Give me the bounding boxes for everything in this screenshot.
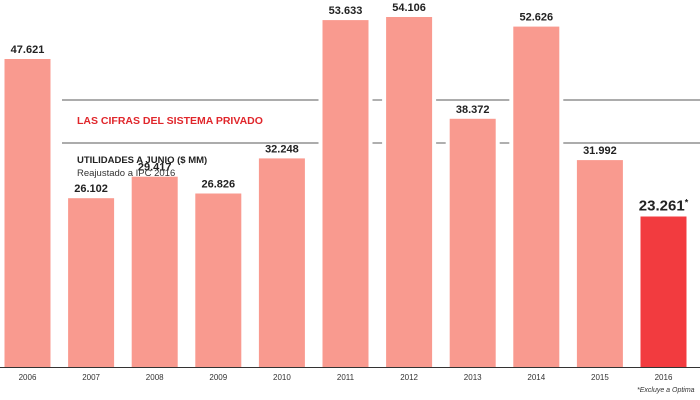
bar-2011 bbox=[322, 20, 369, 367]
chart-footnote: *Excluye a Optima bbox=[637, 387, 695, 394]
chart-subtitle-note: Reajustado a IPC 2016 bbox=[77, 168, 175, 179]
value-label-2010: 32.248 bbox=[265, 143, 299, 155]
value-label-2006: 47.621 bbox=[11, 44, 45, 56]
value-label-2008: 29.417 bbox=[138, 162, 172, 174]
value-label-2011: 53.633 bbox=[329, 5, 363, 17]
x-tick-label-2011: 2011 bbox=[337, 373, 355, 382]
value-label-2007: 26.102 bbox=[74, 183, 108, 195]
bar-2007 bbox=[68, 198, 115, 367]
x-tick-label-2008: 2008 bbox=[146, 373, 164, 382]
bar-2015 bbox=[576, 160, 623, 367]
bar-2009 bbox=[195, 193, 242, 367]
x-tick-label-2010: 2010 bbox=[273, 373, 291, 382]
bar-2014 bbox=[513, 26, 560, 367]
value-label-2009: 26.826 bbox=[201, 179, 235, 191]
value-labels-group: 47.621 26.102 29.417 26.826 32.248 53.633 54.1… bbox=[11, 2, 689, 215]
header-rules bbox=[62, 99, 700, 144]
x-tick-label-2015: 2015 bbox=[591, 373, 609, 382]
x-tick-label-2007: 2007 bbox=[82, 373, 100, 382]
x-tick-labels-group: 2006 2007 2008 2009 2010 2011 2012 2013 2014 2015… bbox=[19, 373, 673, 382]
bar-2008 bbox=[131, 176, 178, 367]
bar-2006 bbox=[4, 59, 51, 367]
value-label-2013: 38.372 bbox=[456, 104, 490, 116]
x-tick-label-2016: 2016 bbox=[655, 373, 673, 382]
x-tick-label-2009: 2009 bbox=[209, 373, 227, 382]
bar-2013 bbox=[449, 118, 496, 367]
bar-2012 bbox=[386, 17, 433, 367]
chart-subtitle: UTILIDADES A JUNIO ($ MM) bbox=[77, 155, 207, 166]
value-label-2015: 31.992 bbox=[583, 145, 617, 157]
bar-2016 bbox=[640, 216, 687, 367]
bar-2010 bbox=[258, 158, 305, 367]
chart-title: LAS CIFRAS DEL SISTEMA PRIVADO bbox=[77, 115, 263, 127]
x-tick-label-2006: 2006 bbox=[19, 373, 37, 382]
x-tick-label-2014: 2014 bbox=[527, 373, 545, 382]
x-tick-label-2013: 2013 bbox=[464, 373, 482, 382]
highlight-marker: * bbox=[685, 198, 689, 208]
value-label-2014: 52.626 bbox=[519, 12, 553, 24]
bars-group bbox=[4, 17, 687, 367]
value-label-2012: 54.106 bbox=[392, 2, 426, 14]
x-tick-label-2012: 2012 bbox=[400, 373, 418, 382]
value-label-2016: 23.261* bbox=[639, 198, 689, 215]
